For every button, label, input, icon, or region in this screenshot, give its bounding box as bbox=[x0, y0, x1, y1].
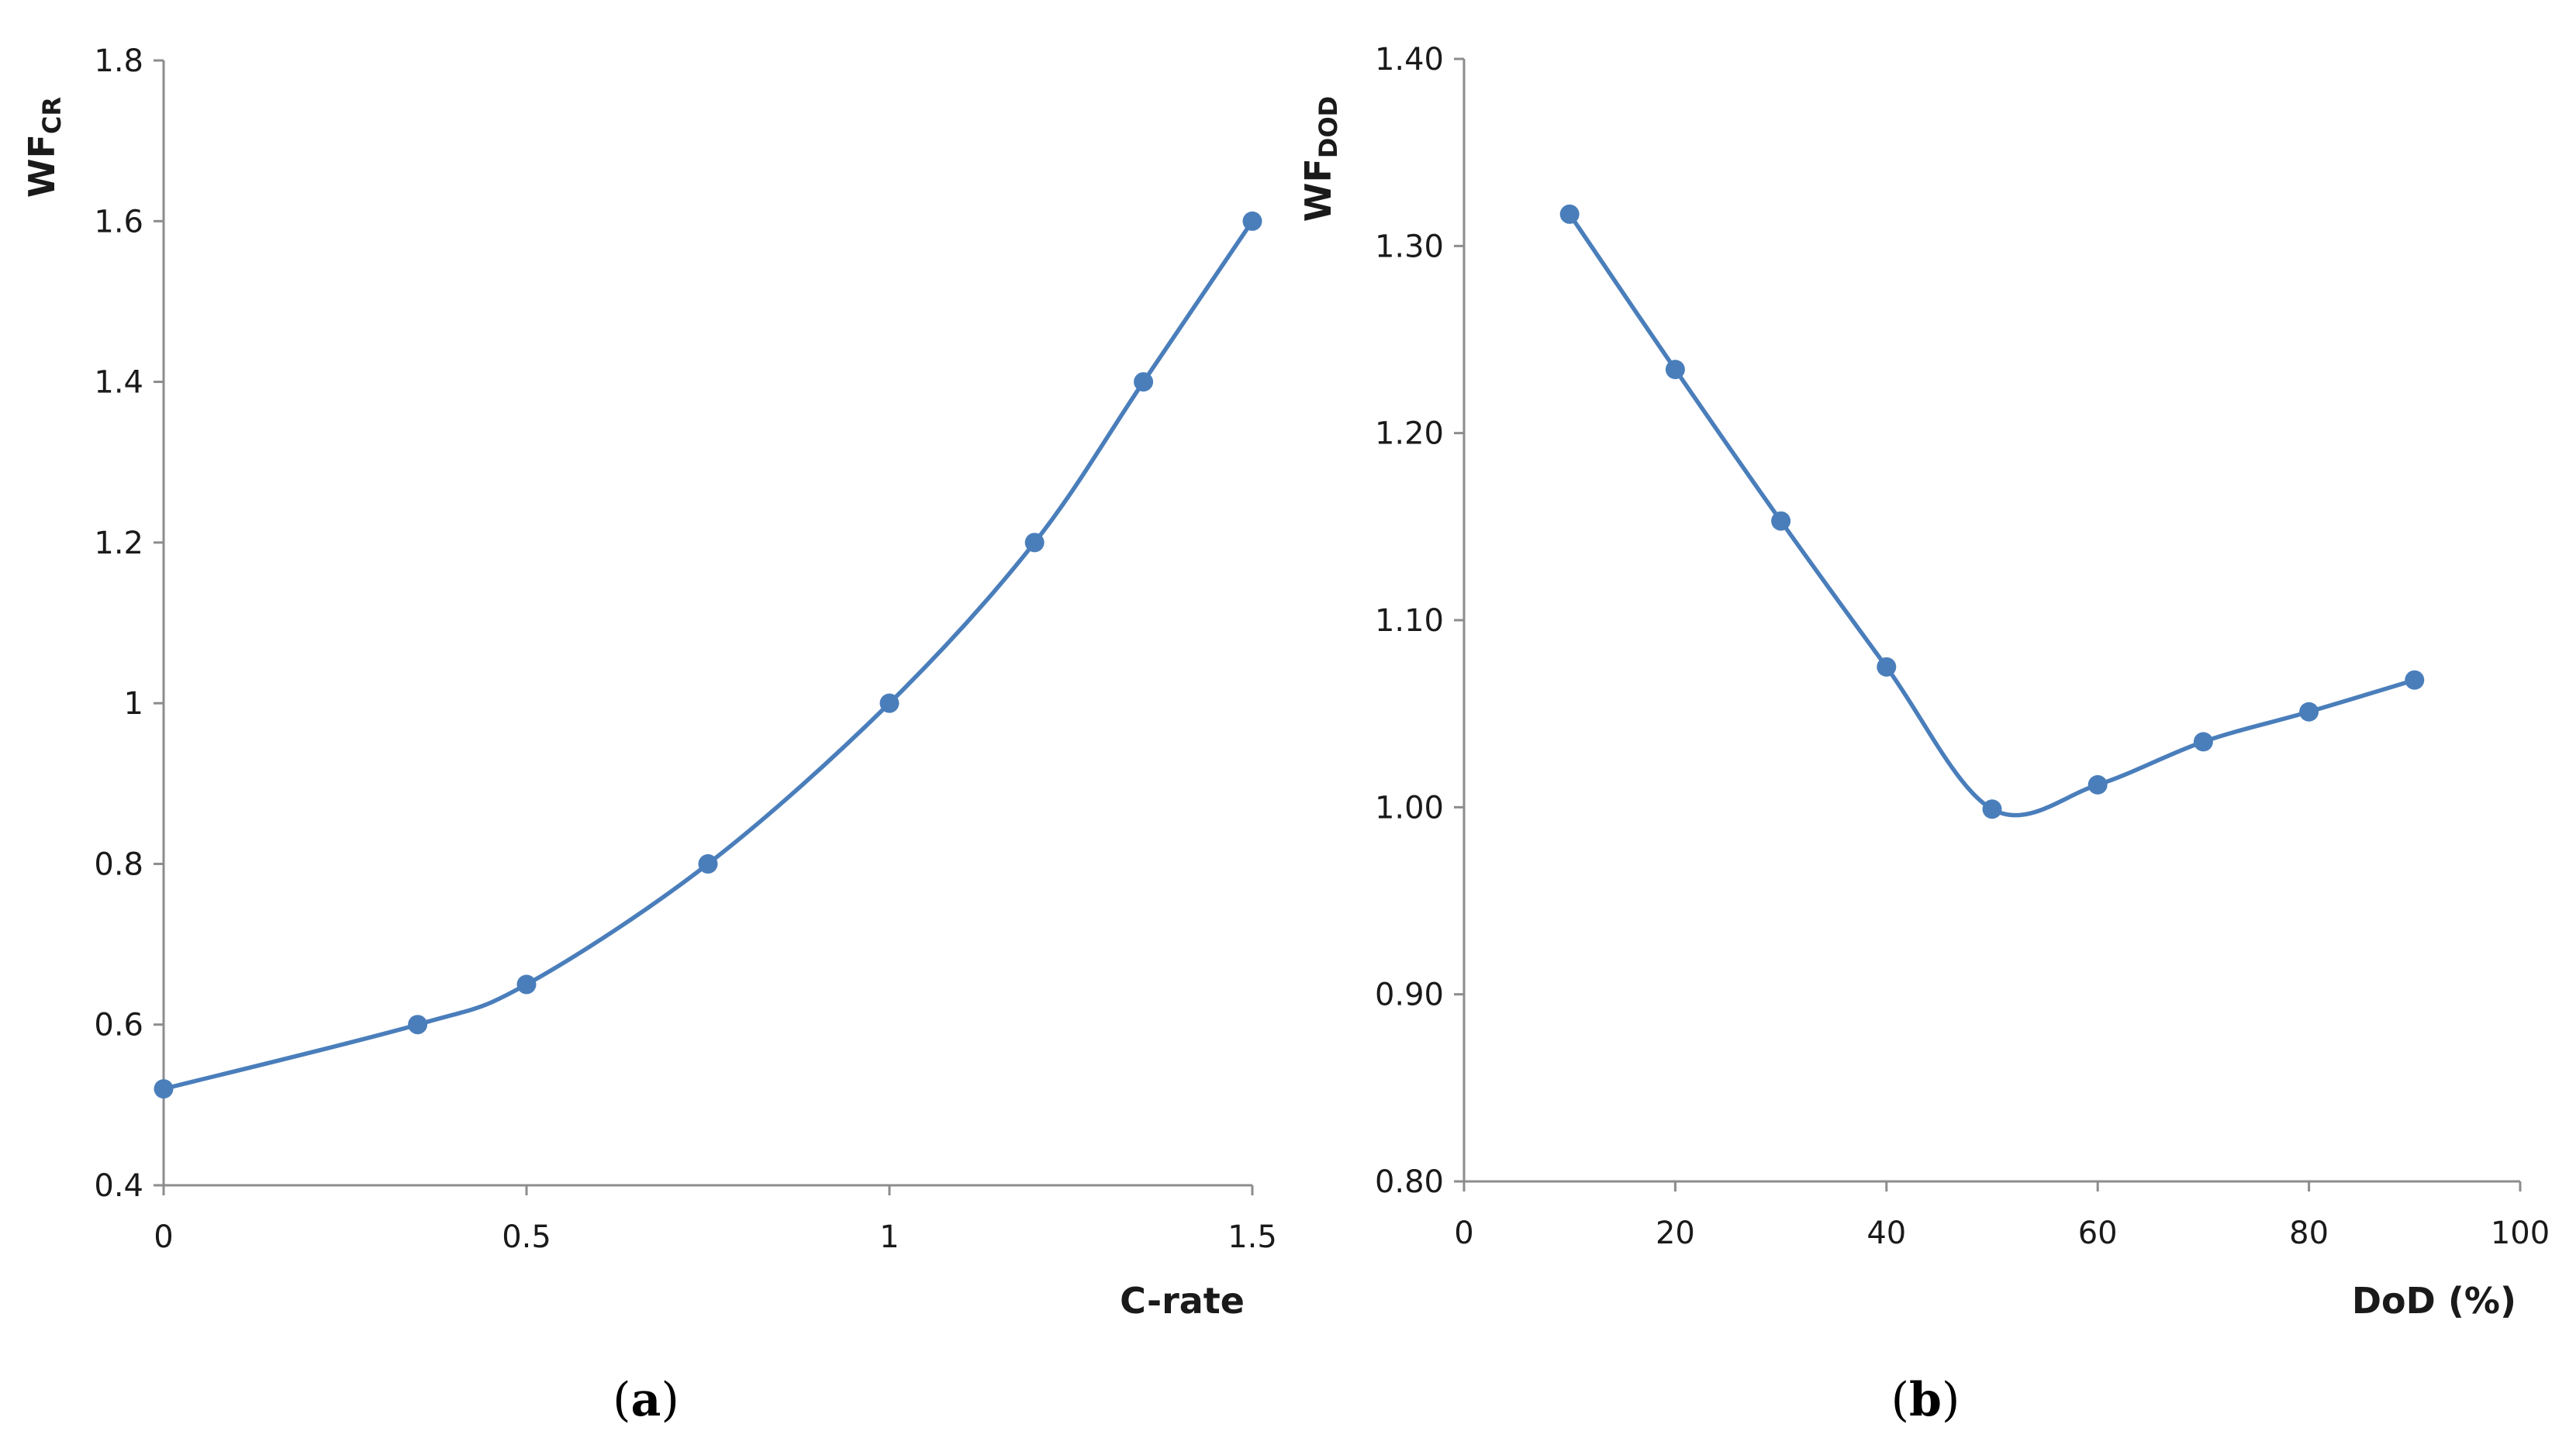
chart-a-data-point bbox=[154, 1079, 174, 1099]
chart-a-y-tick-label: 1.6 bbox=[94, 204, 143, 240]
chart-a-series-line bbox=[161, 219, 1255, 1091]
chart-b-y-tick-label: 1.00 bbox=[1375, 790, 1444, 826]
chart-b-y-tick-label: 1.20 bbox=[1375, 416, 1444, 452]
chart-a-y-tick-label: 1.4 bbox=[94, 365, 143, 401]
chart-a-c-rate: 0.4 0.6 0.8 1 1.2 1.4 1.6 1.8 0 0.5 1 1.5 WFCR C-r… bbox=[21, 43, 1277, 1427]
chart-a-y-axis-title-sub: CR bbox=[37, 97, 67, 134]
chart-b-x-ticks: 0 20 40 60 80 100 bbox=[1454, 1181, 2550, 1251]
chart-b-data-point bbox=[2087, 774, 2108, 795]
chart-a-data-point bbox=[1242, 211, 1262, 231]
chart-b-series bbox=[1559, 204, 2425, 819]
chart-a-panel-label-open: ( bbox=[613, 1373, 630, 1427]
chart-b-panel-label-letter: b bbox=[1909, 1373, 1942, 1427]
chart-a-data-point bbox=[408, 1015, 428, 1035]
chart-b-y-axis-title-main: WF bbox=[1297, 158, 1339, 222]
chart-b-x-axis-title: DoD (%) bbox=[2352, 1280, 2516, 1322]
chart-a-x-tick-label: 0 bbox=[154, 1219, 173, 1255]
chart-a-panel-label-letter: a bbox=[631, 1373, 661, 1427]
chart-b-data-point bbox=[1771, 511, 1791, 531]
chart-b-y-axis-title: WFDOD bbox=[1297, 96, 1343, 222]
chart-b-data-point bbox=[1665, 360, 1685, 380]
chart-a-x-tick-label: 1.5 bbox=[1228, 1219, 1277, 1255]
chart-a-y-tick-label: 1 bbox=[124, 686, 143, 722]
chart-b-x-tick-label: 60 bbox=[2078, 1216, 2118, 1251]
chart-a-y-tick-label: 1.8 bbox=[94, 43, 143, 79]
chart-a-x-tick-label: 1 bbox=[879, 1219, 899, 1255]
chart-b-y-tick-label: 1.40 bbox=[1375, 42, 1444, 78]
chart-b-panel-label: (b) bbox=[1891, 1373, 1960, 1427]
chart-b-x-tick-label: 0 bbox=[1454, 1216, 1473, 1251]
chart-a-y-tick-label: 0.4 bbox=[94, 1168, 143, 1204]
chart-a-data-point bbox=[1134, 372, 1154, 392]
chart-a-data-point bbox=[698, 853, 718, 874]
chart-a-y-axis-title-main: WF bbox=[21, 134, 63, 198]
chart-a-x-ticks: 0 0.5 1 1.5 bbox=[154, 1185, 1277, 1255]
chart-a-y-axis-title: WFCR bbox=[21, 97, 67, 198]
chart-b-data-point bbox=[2193, 732, 2213, 752]
chart-b-y-axis-title-sub: DOD bbox=[1314, 96, 1343, 158]
chart-a-axes bbox=[162, 60, 1252, 1187]
chart-b-data-point bbox=[2405, 670, 2425, 690]
chart-b-x-tick-label: 80 bbox=[2289, 1216, 2329, 1251]
chart-a-panel-label-close: ) bbox=[661, 1373, 679, 1427]
chart-b-x-tick-label: 40 bbox=[1866, 1216, 1906, 1251]
chart-b-x-tick-label: 20 bbox=[1656, 1216, 1695, 1251]
chart-a-y-tick-label: 0.6 bbox=[94, 1008, 143, 1043]
chart-b-y-tick-label: 1.10 bbox=[1375, 603, 1444, 639]
chart-b-y-tick-label: 0.80 bbox=[1375, 1164, 1444, 1200]
chart-b-axes bbox=[1462, 59, 2520, 1183]
chart-a-x-tick-label: 0.5 bbox=[502, 1219, 551, 1255]
chart-b-y-tick-label: 0.90 bbox=[1375, 978, 1444, 1013]
chart-b-data-point bbox=[1559, 204, 1580, 224]
chart-b-data-point bbox=[1982, 799, 2002, 819]
chart-b-x-tick-label: 100 bbox=[2491, 1216, 2550, 1251]
chart-b-y-tick-label: 1.30 bbox=[1375, 229, 1444, 264]
chart-b-data-point bbox=[1877, 657, 1897, 677]
chart-a-data-point bbox=[516, 974, 537, 995]
chart-b-y-ticks: 0.80 0.90 1.00 1.10 1.20 1.30 1.40 bbox=[1375, 42, 1464, 1200]
chart-a-data-point bbox=[879, 693, 900, 713]
chart-a-panel-label: (a) bbox=[613, 1373, 679, 1427]
chart-b-panel-label-open: ( bbox=[1891, 1373, 1909, 1427]
chart-b-series-line bbox=[1567, 212, 2417, 818]
chart-b-dod: 0.80 0.90 1.00 1.10 1.20 1.30 1.40 0 20 40 60 80 10… bbox=[1297, 42, 2550, 1427]
chart-a-data-point bbox=[1024, 533, 1045, 553]
chart-a-y-tick-label: 0.8 bbox=[94, 847, 143, 882]
chart-a-series bbox=[154, 211, 1262, 1099]
chart-b-data-point bbox=[2299, 702, 2319, 722]
chart-a-x-axis-title: C-rate bbox=[1120, 1280, 1245, 1322]
chart-a-y-tick-label: 1.2 bbox=[94, 526, 143, 561]
chart-b-panel-label-close: ) bbox=[1942, 1373, 1960, 1427]
chart-a-y-ticks: 0.4 0.6 0.8 1 1.2 1.4 1.6 1.8 bbox=[94, 43, 164, 1204]
